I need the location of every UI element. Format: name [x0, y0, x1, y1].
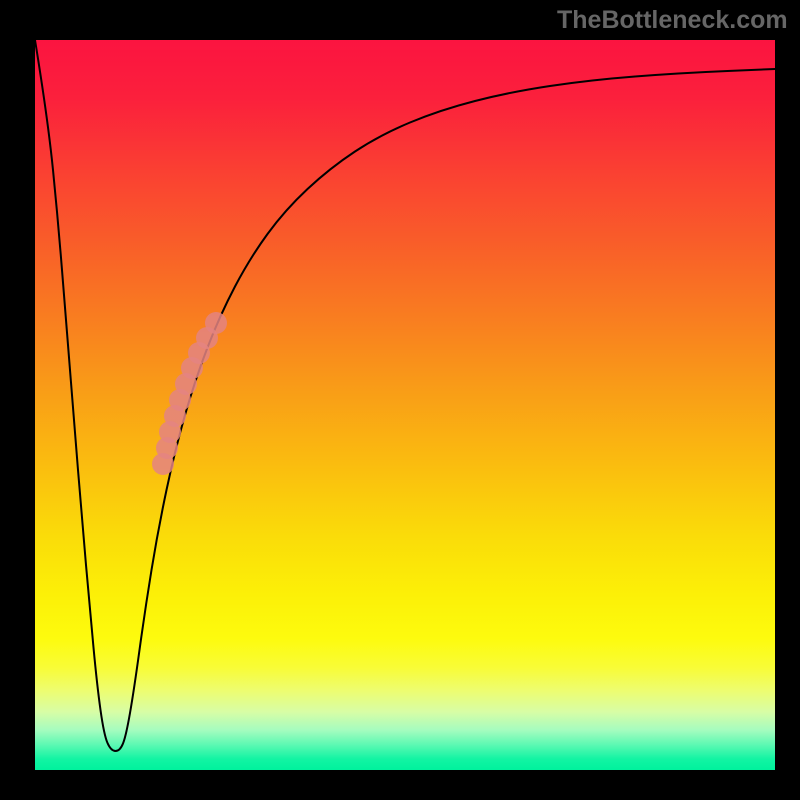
- watermark-text: TheBottleneck.com: [557, 6, 788, 35]
- bottleneck-chart: TheBottleneck.com: [0, 0, 800, 800]
- data-point-markers: [0, 0, 800, 800]
- data-marker: [152, 453, 174, 475]
